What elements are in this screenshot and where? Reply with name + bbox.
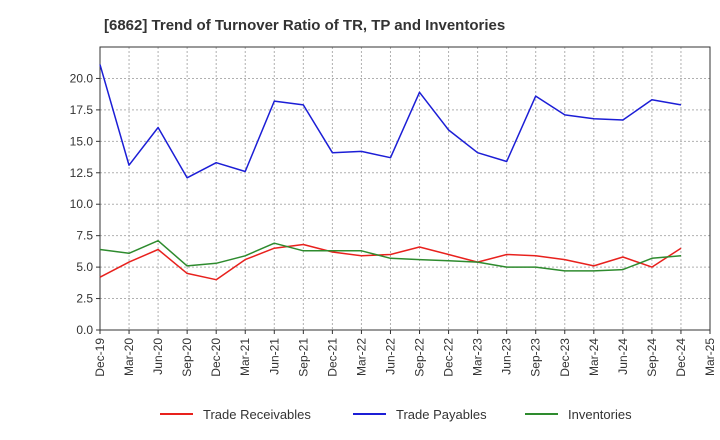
x-tick-label: Dec-23 (558, 338, 572, 377)
y-tick-label: 15.0 (70, 134, 94, 148)
series-lines (99, 64, 682, 281)
x-tick-label: Jun-22 (383, 338, 397, 375)
x-tick-label: Mar-23 (471, 338, 485, 376)
legend-label-1: Trade Payables (396, 407, 487, 422)
x-tick-label: Sep-22 (413, 338, 427, 377)
legend-label-2: Inventories (568, 407, 632, 422)
y-axis-ticks: 0.0 2.5 5.0 7.5 10.0 12.5 15.0 17.5 20.0 (70, 71, 100, 337)
y-tick-label: 17.5 (70, 103, 94, 117)
x-tick-label: Jun-21 (267, 338, 281, 375)
legend: Trade Receivables Trade Payables Inventori… (160, 407, 632, 422)
x-tick-label: Dec-20 (209, 338, 223, 377)
x-tick-label: Dec-21 (325, 338, 339, 377)
x-tick-label: Sep-24 (645, 338, 659, 377)
y-tick-label: 5.0 (76, 260, 93, 274)
series-line-2 (99, 239, 682, 272)
y-tick-label: 20.0 (70, 71, 94, 85)
x-tick-label: Mar-21 (238, 338, 252, 376)
x-tick-label: Sep-20 (180, 338, 194, 377)
x-tick-label: Sep-21 (296, 338, 310, 377)
x-tick-label: Dec-19 (93, 338, 107, 377)
y-tick-label: 2.5 (76, 292, 93, 306)
x-tick-label: Jun-23 (500, 338, 514, 375)
x-tick-label: Dec-24 (674, 338, 688, 377)
grid-lines (99, 47, 711, 331)
y-tick-label: 12.5 (70, 166, 94, 180)
y-tick-label: 0.0 (76, 323, 93, 337)
x-tick-label: Dec-22 (442, 338, 456, 377)
chart-title: [6862] Trend of Turnover Ratio of TR, TP… (104, 17, 505, 34)
y-tick-label: 7.5 (76, 229, 93, 243)
x-tick-label: Sep-23 (529, 338, 543, 377)
x-tick-label: Jun-24 (616, 338, 630, 375)
x-tick-label: Jun-20 (151, 338, 165, 375)
series-line-1 (99, 64, 682, 179)
y-tick-label: 10.0 (70, 197, 94, 211)
x-tick-label: Mar-24 (587, 338, 601, 376)
x-tick-label: Mar-25 (703, 338, 717, 376)
legend-label-0: Trade Receivables (203, 407, 311, 422)
series-line-0 (99, 243, 682, 281)
plot-frame (99, 46, 711, 331)
x-tick-label: Mar-22 (354, 338, 368, 376)
x-axis-ticks: Dec-19 Mar-20 Jun-20 Sep-20 Dec-20 Mar-21 Jun-… (93, 330, 717, 377)
x-tick-label: Mar-20 (122, 338, 136, 376)
